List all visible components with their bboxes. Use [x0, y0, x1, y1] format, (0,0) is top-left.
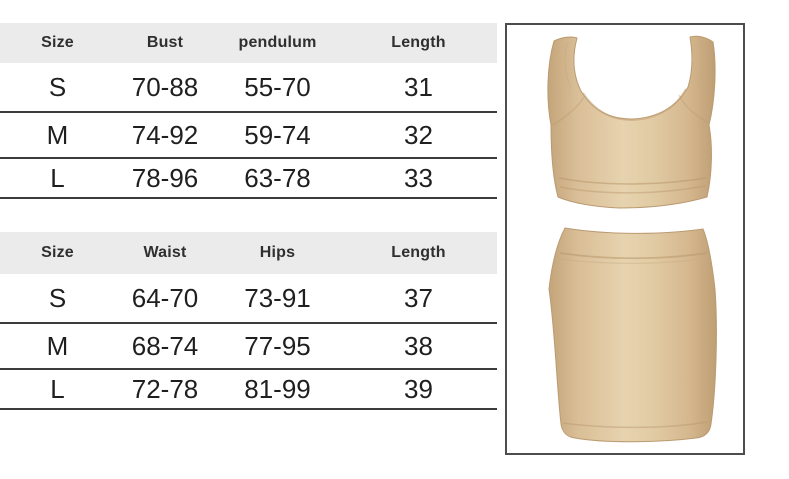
column-header-waist: Waist: [143, 244, 187, 261]
table-header-row: Size Waist Hips Length: [0, 232, 497, 274]
column-header-length: Length: [391, 244, 446, 261]
length-value: 32: [404, 119, 433, 150]
table-row: L 78-96 63-78 33: [0, 159, 497, 199]
pendulum-value: 59-74: [244, 119, 311, 150]
pendulum-value: 63-78: [244, 162, 311, 193]
column-header-size: Size: [41, 244, 74, 261]
hips-value: 73-91: [244, 282, 311, 313]
hips-value: 81-99: [244, 373, 311, 404]
size-value: S: [48, 282, 67, 313]
hips-value: 77-95: [244, 330, 311, 361]
size-table-top: Size Bust pendulum Length S 70-88 55-70 …: [0, 23, 497, 199]
table-row: S 64-70 73-91 37: [0, 274, 497, 324]
waist-value: 64-70: [131, 282, 199, 313]
size-table-bottom: Size Waist Hips Length S 64-70 73-91 37 …: [0, 232, 497, 410]
waist-value: 68-74: [131, 330, 199, 361]
column-header-pendulum: pendulum: [238, 34, 317, 51]
length-value: 37: [404, 282, 433, 313]
column-header-size: Size: [41, 34, 74, 51]
table-row: M 74-92 59-74 32: [0, 113, 497, 159]
table-row: M 68-74 77-95 38: [0, 324, 497, 370]
waist-value: 72-78: [131, 373, 199, 404]
table-row: S 70-88 55-70 31: [0, 63, 497, 113]
length-value: 39: [404, 373, 433, 404]
crop-top-illustration: [547, 35, 716, 209]
size-value: S: [48, 71, 67, 102]
length-value: 38: [404, 330, 433, 361]
length-value: 33: [404, 162, 433, 193]
size-value: M: [46, 330, 69, 361]
column-header-length: Length: [391, 34, 446, 51]
column-header-hips: Hips: [259, 244, 296, 261]
bust-value: 74-92: [131, 119, 199, 150]
table-header-row: Size Bust pendulum Length: [0, 23, 497, 63]
column-header-bust: Bust: [146, 34, 184, 51]
length-value: 31: [404, 71, 433, 102]
size-value: M: [46, 119, 69, 150]
bust-value: 70-88: [131, 71, 199, 102]
size-value: L: [50, 373, 65, 404]
table-row: L 72-78 81-99 39: [0, 370, 497, 410]
two-piece-set-illustration: [547, 35, 717, 443]
bust-value: 78-96: [131, 162, 199, 193]
product-photo: [505, 23, 745, 455]
size-value: L: [50, 162, 65, 193]
skirt-illustration: [548, 227, 717, 443]
pendulum-value: 55-70: [244, 71, 311, 102]
